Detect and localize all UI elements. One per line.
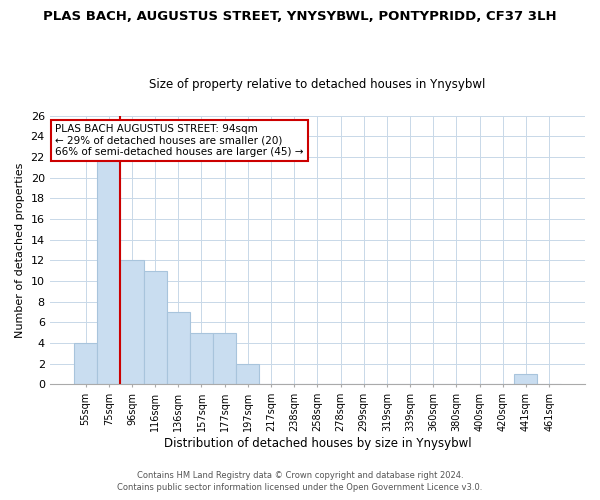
Bar xyxy=(514,374,538,384)
X-axis label: Distribution of detached houses by size in Ynysybwl: Distribution of detached houses by size … xyxy=(164,437,471,450)
Text: Contains HM Land Registry data © Crown copyright and database right 2024.
Contai: Contains HM Land Registry data © Crown c… xyxy=(118,471,482,492)
Bar xyxy=(190,333,213,384)
Bar xyxy=(121,260,143,384)
Y-axis label: Number of detached properties: Number of detached properties xyxy=(15,162,25,338)
Bar xyxy=(213,333,236,384)
Bar xyxy=(236,364,259,384)
Bar xyxy=(97,157,121,384)
Title: Size of property relative to detached houses in Ynysybwl: Size of property relative to detached ho… xyxy=(149,78,485,91)
Text: PLAS BACH AUGUSTUS STREET: 94sqm
← 29% of detached houses are smaller (20)
66% o: PLAS BACH AUGUSTUS STREET: 94sqm ← 29% o… xyxy=(55,124,304,157)
Bar xyxy=(143,271,167,384)
Bar xyxy=(167,312,190,384)
Text: PLAS BACH, AUGUSTUS STREET, YNYSYBWL, PONTYPRIDD, CF37 3LH: PLAS BACH, AUGUSTUS STREET, YNYSYBWL, PO… xyxy=(43,10,557,23)
Bar xyxy=(74,343,97,384)
